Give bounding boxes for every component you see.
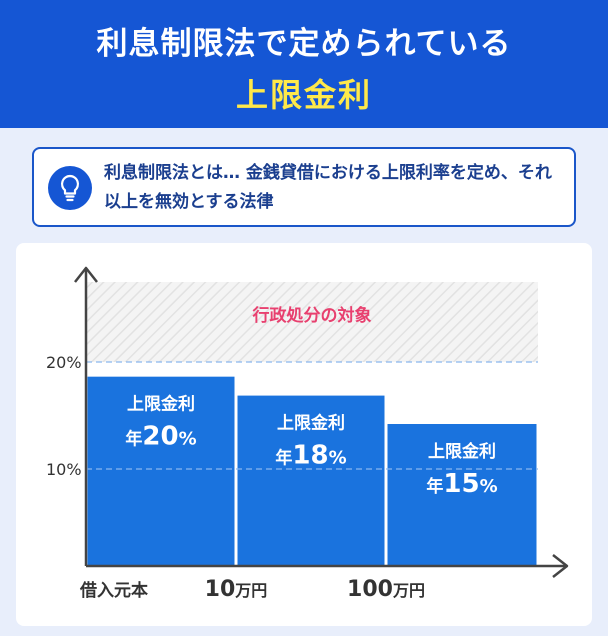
lightbulb-icon	[48, 166, 92, 210]
bar	[387, 424, 537, 566]
definition-box: 利息制限法とは… 金銭貸借における上限利率を定め、それ以上を無効とする法律	[32, 147, 576, 227]
bar-label: 上限金利	[277, 413, 345, 434]
bar	[237, 395, 385, 566]
bar	[87, 376, 235, 566]
y-axis-arrowhead	[74, 266, 98, 283]
bar-label: 上限金利	[127, 394, 195, 415]
penalty-zone	[86, 282, 538, 362]
bar-value-label: 年20%	[125, 422, 196, 452]
definition-text: 利息制限法とは… 金銭貸借における上限利率を定め、それ以上を無効とする法律	[104, 163, 552, 212]
bar-label: 上限金利	[428, 441, 496, 462]
x-axis-title: 借入元本	[79, 580, 148, 601]
x-axis-arrowhead	[552, 554, 569, 578]
y-tick-label: 10%	[46, 460, 82, 479]
header-banner: 利息制限法で定められている 上限金利	[0, 0, 608, 128]
x-tick-label: 100万円	[347, 577, 425, 602]
bar-value-label: 年18%	[275, 441, 346, 471]
y-tick-label: 20%	[46, 353, 82, 372]
page-title: 利息制限法で定められている	[96, 26, 512, 62]
bar-value-label: 年15%	[426, 469, 497, 499]
penalty-zone-label: 行政処分の対象	[252, 305, 372, 326]
page-subtitle: 上限金利	[235, 76, 372, 114]
x-tick-label: 10万円	[205, 577, 268, 602]
